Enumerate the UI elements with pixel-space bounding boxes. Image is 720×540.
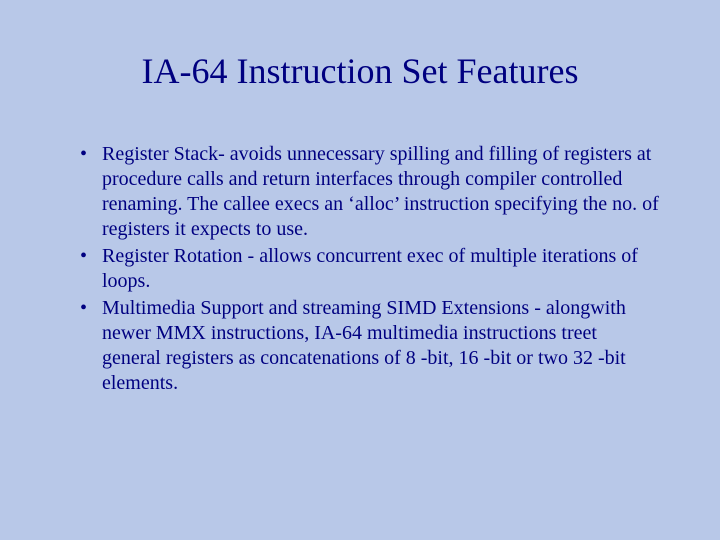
- list-item: Register Rotation - allows concurrent ex…: [80, 244, 660, 294]
- slide-title: IA-64 Instruction Set Features: [90, 50, 630, 92]
- list-item: Multimedia Support and streaming SIMD Ex…: [80, 296, 660, 396]
- bullet-list: Register Stack- avoids unnecessary spill…: [60, 142, 660, 396]
- list-item: Register Stack- avoids unnecessary spill…: [80, 142, 660, 242]
